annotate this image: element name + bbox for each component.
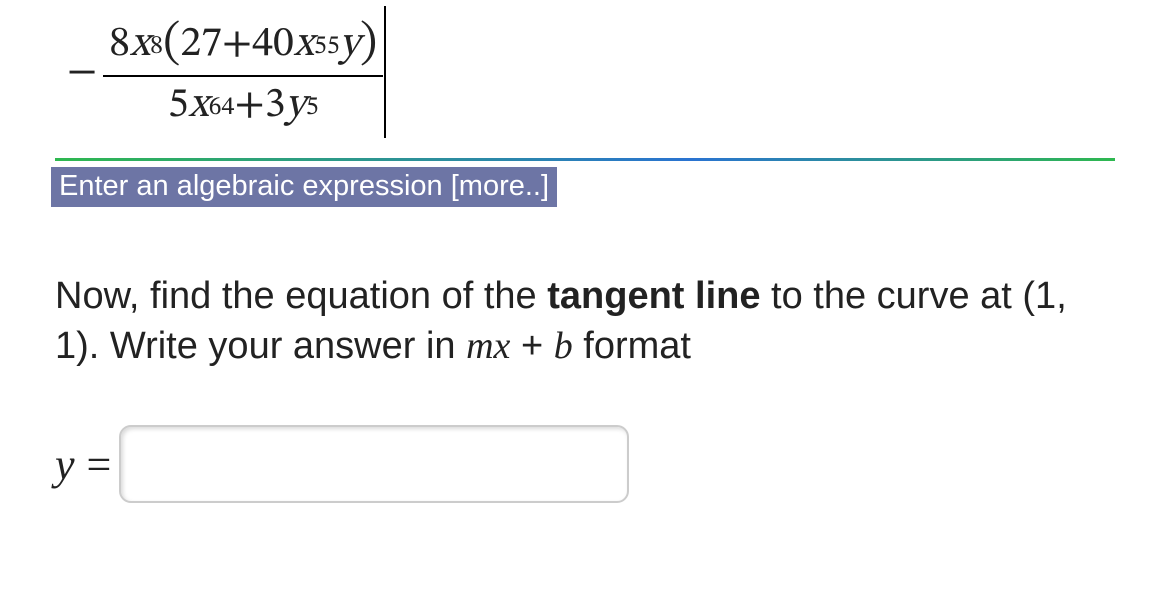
num-term2-coef: 40 [252,18,294,71]
answer-equals: = [87,439,112,490]
evaluation-bar [384,6,386,138]
tangent-line-input[interactable] [119,425,629,503]
num-plus: + [222,18,252,71]
num-term2-x: x [294,18,314,71]
answer-lhs: y [55,439,75,490]
fraction-bar [103,75,383,77]
prompt-mx: mx [466,325,510,367]
den-t2-coef: 3 [265,79,286,132]
fraction: 8x8(27 + 40x55y) 5x64 + 3y5 [103,13,383,132]
num-close-paren: ) [360,14,377,74]
banner-text: Enter an algebraic expression [more..] [59,170,549,202]
denominator: 5x64 + 3y5 [162,79,325,132]
den-t1-coef: 5 [168,79,189,132]
answer-row: y = [55,425,1115,503]
den-plus: + [234,79,264,132]
derivative-expression-block: − 8x8(27 + 40x55y) 5x64 + 3y5 [55,0,1115,161]
den-t2-y: y [286,79,306,132]
derivative-expression: − 8x8(27 + 40x55y) 5x64 + 3y5 [55,0,386,150]
prompt-part3: format [573,325,691,367]
num-term2-y: y [340,18,360,71]
num-term1: 27 [180,18,222,71]
leading-minus: − [67,46,97,99]
prompt-plus: + [510,325,553,367]
num-x: x [130,18,150,71]
num-open-paren: ( [163,14,180,74]
numerator: 8x8(27 + 40x55y) [103,13,383,73]
question-prompt: Now, find the equation of the tangent li… [55,271,1115,371]
prompt-bold: tangent line [547,275,760,317]
prompt-b: b [554,325,573,367]
prompt-part1: Now, find the equation of the [55,275,547,317]
input-help-banner[interactable]: Enter an algebraic expression [more..] [51,167,557,207]
num-coef: 8 [109,18,130,71]
den-t1-x: x [189,79,209,132]
